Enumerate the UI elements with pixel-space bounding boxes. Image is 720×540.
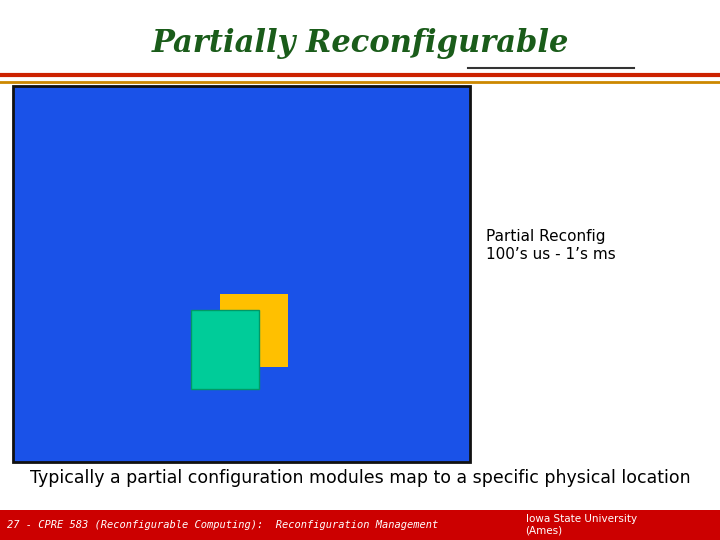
Bar [0, 510, 720, 540]
Text: Partial Reconfig
100’s us - 1’s ms: Partial Reconfig 100’s us - 1’s ms [486, 230, 616, 262]
Bar [220, 294, 288, 367]
Text: Partially Reconfigurable: Partially Reconfigurable [151, 28, 569, 59]
Text: Iowa State University
(Ames): Iowa State University (Ames) [526, 514, 636, 536]
Bar [13, 86, 470, 462]
Text: 27 - CPRE 583 (Reconfigurable Computing):  Reconfiguration Management: 27 - CPRE 583 (Reconfigurable Computing)… [7, 520, 438, 530]
Bar [191, 310, 259, 389]
Text: Typically a partial configuration modules map to a specific physical location: Typically a partial configuration module… [30, 469, 690, 487]
